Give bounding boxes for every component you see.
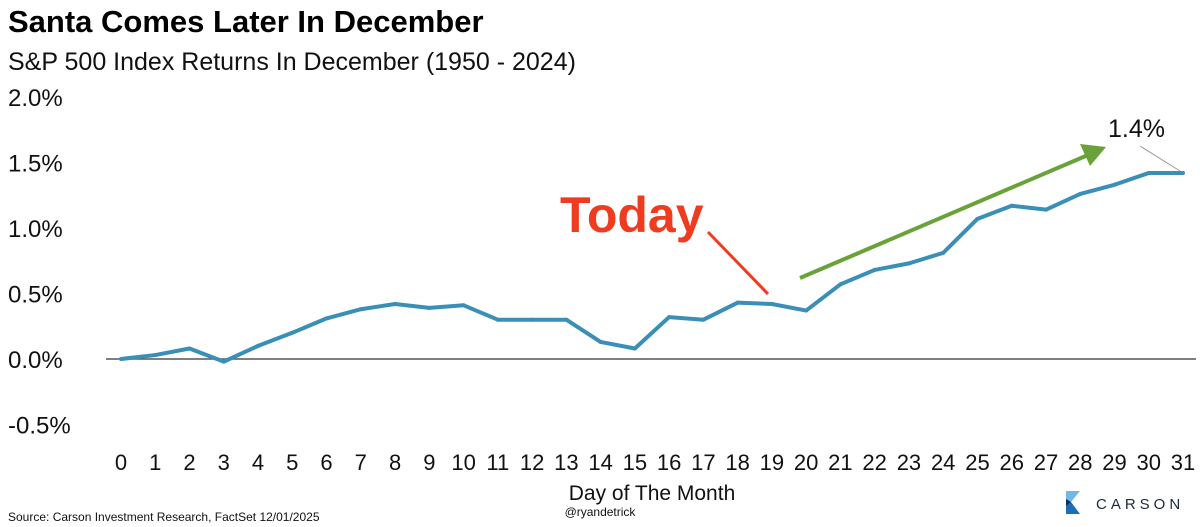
x-tick-label: 10: [451, 450, 475, 475]
series-line: [120, 170, 1183, 364]
data-point: [256, 343, 261, 348]
data-point: [187, 346, 192, 351]
data-point: [358, 307, 363, 312]
data-point: [1146, 170, 1151, 175]
x-tick-label: 24: [931, 450, 955, 475]
end-label-leader: [1139, 145, 1181, 172]
carson-logo: CARSON: [1066, 491, 1184, 514]
x-tick-label: 14: [588, 450, 612, 475]
y-tick-label: 2.0%: [8, 85, 63, 112]
x-tick-label: 0: [115, 450, 127, 475]
x-tick-label: 2: [183, 450, 195, 475]
x-tick-label: 23: [897, 450, 921, 475]
data-point: [632, 346, 637, 351]
x-tick-label: 1: [149, 450, 161, 475]
data-point: [427, 305, 432, 310]
logo-text: CARSON: [1096, 496, 1184, 513]
data-point: [701, 317, 706, 322]
y-tick-label: 0.0%: [8, 347, 63, 374]
data-point: [461, 303, 466, 308]
x-tick-label: 4: [252, 450, 264, 475]
y-tick-label: 1.0%: [8, 216, 63, 243]
data-point: [667, 315, 672, 320]
x-tick-label: 18: [725, 450, 749, 475]
data-point: [153, 353, 158, 358]
data-point: [221, 359, 226, 364]
x-tick-label: 29: [1102, 450, 1126, 475]
today-annotation: Today: [560, 187, 704, 243]
data-point: [769, 301, 774, 306]
data-point: [1112, 182, 1117, 187]
x-axis-label: Day of The Month: [569, 482, 736, 505]
data-point: [1043, 207, 1048, 212]
x-tick-label: 11: [486, 450, 509, 475]
x-tick-label: 17: [691, 450, 715, 475]
x-tick-label: 28: [1068, 450, 1092, 475]
chart-subtitle: S&P 500 Index Returns In December (1950 …: [8, 48, 576, 76]
x-tick-label: 31: [1171, 450, 1195, 475]
x-tick-label: 22: [862, 450, 886, 475]
chart-title: Santa Comes Later In December: [8, 4, 484, 39]
x-tick-label: 15: [623, 450, 647, 475]
y-tick-label: 1.5%: [8, 151, 63, 178]
x-tick-label: 25: [965, 450, 989, 475]
data-point: [838, 282, 843, 287]
data-point: [1009, 203, 1014, 208]
data-point: [119, 357, 123, 361]
data-point: [941, 250, 946, 255]
data-point: [530, 317, 535, 322]
x-tick-label: 21: [828, 450, 852, 475]
source-note: Source: Carson Investment Research, Fact…: [8, 510, 320, 524]
x-tick-label: 30: [1136, 450, 1160, 475]
x-tick-label: 16: [657, 450, 681, 475]
x-tick-label: 19: [760, 450, 784, 475]
data-point: [393, 301, 398, 306]
x-tick-label: 3: [218, 450, 230, 475]
today-pointer-line: [706, 230, 770, 296]
data-point: [495, 317, 500, 322]
trend-arrow-head: [1080, 144, 1106, 166]
x-tick-label: 20: [794, 450, 818, 475]
x-tick-label: 9: [423, 450, 435, 475]
data-point: [324, 316, 329, 321]
x-tick-label: 26: [999, 450, 1023, 475]
data-point: [804, 308, 809, 313]
data-point: [598, 339, 603, 344]
data-point: [1181, 170, 1185, 175]
x-tick-label: 27: [1034, 450, 1058, 475]
data-point: [735, 300, 740, 305]
author-handle: @ryandetrick: [565, 505, 637, 519]
y-tick-label: 0.5%: [8, 282, 63, 309]
end-value-label: 1.4%: [1108, 115, 1165, 143]
data-point: [906, 261, 911, 266]
trend-arrow-line: [799, 153, 1089, 280]
x-tick-label: 12: [520, 450, 544, 475]
x-tick-label: 13: [554, 450, 578, 475]
data-point: [1078, 191, 1083, 196]
data-point: [290, 330, 295, 335]
x-tick-label: 5: [286, 450, 298, 475]
data-point: [564, 317, 569, 322]
data-point: [872, 267, 877, 272]
x-tick-label: 8: [389, 450, 401, 475]
data-point: [975, 216, 980, 221]
y-tick-label: -0.5%: [8, 413, 71, 440]
x-tick-label: 6: [320, 450, 332, 475]
x-tick-label: 7: [355, 450, 367, 475]
